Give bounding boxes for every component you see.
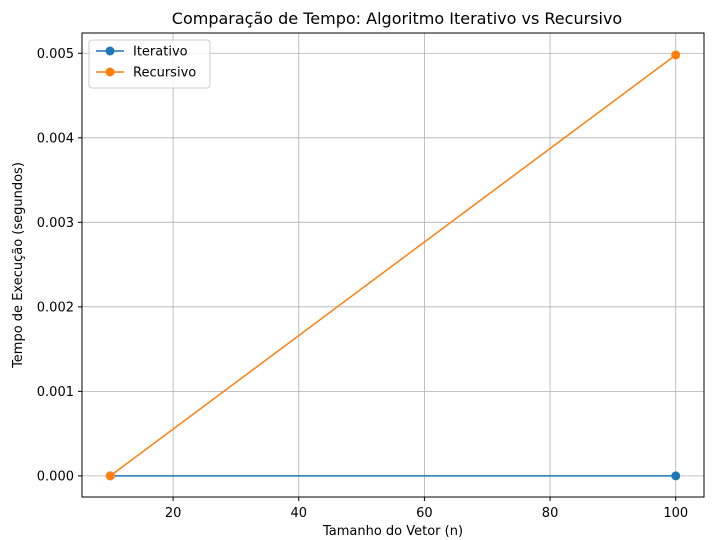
- legend-label-recursivo: Recursivo: [133, 66, 196, 81]
- series-layer: [105, 50, 681, 481]
- x-tick-label: 60: [416, 506, 433, 521]
- x-tick-label: 20: [165, 506, 182, 521]
- y-tick-label: 0.001: [37, 385, 74, 400]
- series-line-recursivo: [109, 54, 677, 477]
- y-axis: 0.000 0.001 0.002 0.003 0.004 0.005: [37, 47, 82, 484]
- y-axis-label: Tempo de Execução (segundos): [11, 162, 26, 369]
- y-tick-label: 0.002: [37, 300, 74, 315]
- plot-area: [81, 32, 705, 498]
- legend-marker-recursivo: [105, 67, 115, 77]
- x-tick-label: 100: [663, 506, 688, 521]
- x-tick-label: 40: [290, 506, 307, 521]
- data-point-recursivo: [105, 471, 115, 481]
- chart-title: Comparação de Tempo: Algoritmo Iterativo…: [172, 9, 622, 28]
- x-tick-label: 80: [542, 506, 559, 521]
- data-point-recursivo: [671, 50, 681, 60]
- x-axis: 20 40 60 80 100: [165, 497, 688, 521]
- legend-marker-iterativo: [105, 46, 115, 56]
- y-tick-label: 0.005: [37, 47, 74, 62]
- legend-label-iterativo: Iterativo: [133, 45, 188, 60]
- y-tick-label: 0.004: [37, 131, 74, 146]
- legend: Iterativo Recursivo: [88, 39, 211, 89]
- x-axis-label: Tamanho do Vetor (n): [322, 524, 463, 539]
- data-point-iterativo: [671, 471, 681, 481]
- legend-box: [88, 39, 211, 89]
- y-tick-label: 0.000: [37, 469, 74, 484]
- y-tick-label: 0.003: [37, 216, 74, 231]
